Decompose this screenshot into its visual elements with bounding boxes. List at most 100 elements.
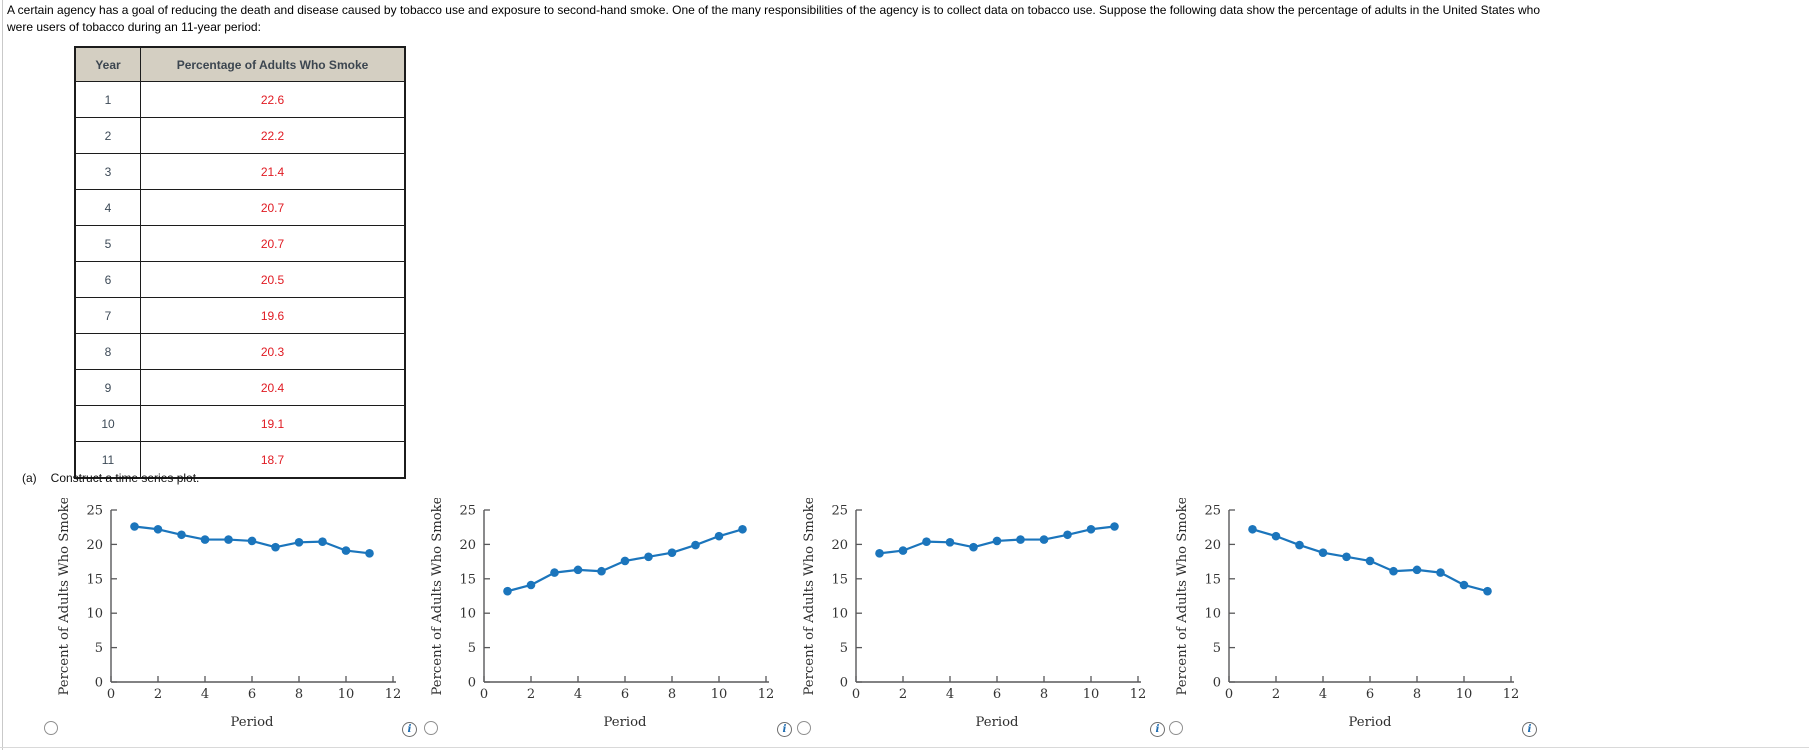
info-i-glyph: i (1155, 723, 1160, 735)
chart-option-1-radio[interactable] (44, 721, 58, 735)
x-tick-label: 10 (711, 687, 728, 702)
table-row: 9 20.4 (74, 369, 406, 406)
chart-option-2-plot: 0 5 10 15 20 25 0 2 4 6 8 10 12 Percent of Adults Who… (430, 498, 775, 730)
x-tick-label: 0 (852, 687, 860, 702)
x-tick-label: 4 (201, 687, 209, 702)
data-point (130, 522, 139, 531)
data-point (1295, 540, 1304, 550)
chart-3-info-icon[interactable]: i (1150, 722, 1165, 737)
y-axis-label: Percent of Adults Who Smoke (430, 498, 445, 695)
percentage-cell: 20.4 (140, 369, 406, 406)
data-point (992, 536, 1002, 546)
y-tick-label: 0 (1213, 676, 1221, 691)
x-axis-label: Period (1349, 715, 1393, 730)
data-point (318, 537, 327, 546)
table-row: 11 18.7 (74, 441, 406, 479)
data-point (341, 546, 351, 555)
data-point (1016, 535, 1025, 544)
y-tick-label: 20 (831, 538, 848, 553)
x-tick-label: 10 (1083, 687, 1100, 702)
year-cell: 8 (74, 333, 141, 370)
percentage-cell: 22.2 (140, 117, 406, 154)
y-tick-label: 15 (1204, 572, 1221, 587)
data-point (177, 530, 186, 540)
chart-1-info-icon[interactable]: i (402, 722, 417, 737)
data-point (200, 535, 210, 544)
percentage-cell: 20.7 (140, 189, 406, 226)
page-left-border (2, 0, 3, 750)
y-tick-label: 15 (86, 572, 103, 587)
percentage-cell: 20.5 (140, 261, 406, 298)
y-axis-label: Percent of Adults Who Smoke (802, 498, 817, 695)
data-point (1459, 580, 1469, 590)
chart-option-3-radio[interactable] (797, 721, 811, 735)
data-point (898, 546, 908, 555)
year-cell: 6 (74, 261, 141, 298)
year-cell: 10 (74, 405, 141, 442)
chart-4-info-icon[interactable]: i (1522, 722, 1537, 737)
data-point (1086, 524, 1096, 534)
table-row: 7 19.6 (74, 297, 406, 334)
intro-paragraph: A certain agency has a goal of reducing … (7, 2, 1805, 35)
year-cell: 3 (74, 153, 141, 190)
x-tick-label: 6 (621, 687, 629, 702)
data-point (1483, 586, 1492, 596)
percentage-cell: 22.6 (140, 81, 406, 118)
y-tick-label: 0 (468, 676, 476, 691)
data-point (1389, 566, 1398, 576)
table-row: 2 22.2 (74, 117, 406, 154)
chart-option-4-radio[interactable] (1169, 721, 1183, 735)
y-tick-label: 5 (840, 641, 848, 656)
x-tick-label: 0 (480, 687, 488, 702)
data-point (597, 566, 606, 576)
x-tick-label: 6 (248, 687, 256, 702)
x-tick-label: 4 (574, 687, 582, 702)
y-tick-label: 15 (459, 572, 476, 587)
data-point (294, 538, 304, 547)
table-head: Year Percentage of Adults Who Smoke (74, 46, 406, 82)
data-point (1039, 535, 1049, 544)
x-tick-label: 2 (527, 687, 535, 702)
data-point (875, 549, 884, 558)
table-row: 8 20.3 (74, 333, 406, 370)
chart-2-info-icon[interactable]: i (777, 722, 792, 737)
data-point (1365, 556, 1375, 566)
x-tick-label: 2 (154, 687, 162, 702)
data-point (1342, 552, 1351, 562)
table-header-percentage: Percentage of Adults Who Smoke (140, 46, 406, 82)
x-tick-label: 4 (1319, 687, 1327, 702)
data-point (271, 542, 280, 552)
y-axis-label: Percent of Adults Who Smoke (57, 498, 72, 695)
data-point (1271, 531, 1281, 541)
y-tick-label: 20 (459, 538, 476, 553)
x-tick-label: 8 (1413, 687, 1421, 702)
percentage-cell: 20.3 (140, 333, 406, 370)
percentage-cell: 19.6 (140, 297, 406, 334)
x-tick-label: 10 (338, 687, 355, 702)
chart-option-2-radio[interactable] (424, 721, 438, 735)
page-bottom-border (0, 747, 1809, 748)
intro-line-2: were users of tobacco during an 11-year … (7, 19, 261, 34)
table-row: 10 19.1 (74, 405, 406, 442)
part-a-prompt: (a) Construct a time series plot. (22, 471, 199, 485)
data-point (1436, 568, 1445, 577)
year-cell: 11 (74, 441, 141, 479)
y-tick-label: 5 (95, 641, 103, 656)
data-point (620, 556, 630, 566)
y-tick-label: 10 (459, 607, 476, 622)
table-row: 1 22.6 (74, 81, 406, 118)
y-tick-label: 15 (831, 572, 848, 587)
year-cell: 4 (74, 189, 141, 226)
data-point (153, 524, 163, 534)
table-row: 6 20.5 (74, 261, 406, 298)
percentage-cell: 21.4 (140, 153, 406, 190)
data-point (1318, 548, 1328, 557)
x-tick-label: 12 (1130, 687, 1147, 702)
x-tick-label: 8 (668, 687, 676, 702)
y-tick-label: 25 (831, 504, 848, 519)
x-tick-label: 12 (758, 687, 775, 702)
x-axis-label: Period (231, 715, 275, 730)
y-tick-label: 5 (1213, 641, 1221, 656)
data-point (969, 542, 978, 552)
x-tick-label: 10 (1456, 687, 1473, 702)
